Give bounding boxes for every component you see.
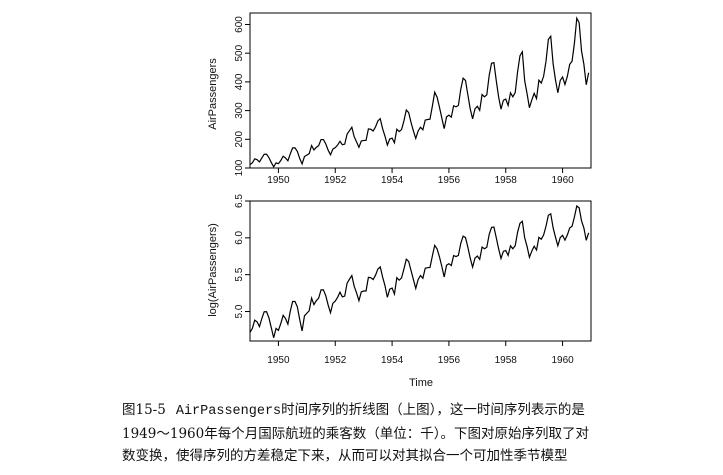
bottom-y-tick-label: 6.0 [234, 230, 245, 244]
caption-line-3: 数变换，使得序列的方差稳定下来，从而可以对其拟合一个可加性季节模型 [122, 448, 568, 464]
bottom-x-axis-label: Time [409, 377, 433, 389]
top-plot-frame [249, 12, 592, 169]
bottom-x-ticks: 1950 1952 1954 1956 1958 1960 [267, 341, 574, 366]
bottom-y-axis-label: log(AirPassengers) [207, 223, 219, 317]
top-y-tick-label: 600 [234, 16, 245, 33]
bottom-y-tick-label: 5.5 [234, 267, 245, 281]
caption-text-1: 时间序列的折线图（上图），这一时间序列表示的是 [281, 402, 585, 418]
caption-code-term: AirPassengers [175, 404, 282, 419]
top-x-tick-label: 1958 [495, 175, 518, 186]
bottom-series-line [249, 204, 590, 338]
top-x-tick-label: 1952 [324, 175, 347, 186]
top-x-ticks: 1950 1952 1954 1956 1958 1960 [267, 168, 574, 186]
caption-line-1: 图15-5 AirPassengers时间序列的折线图（上图），这一时间序列表示的… [122, 399, 697, 423]
top-panel: 1950 1952 1954 1956 1958 1960 100 200 300 400 500… [207, 12, 592, 186]
caption-line-2: 1949～1960年每个月国际航班的乘客数（单位：千）。下图对原始序列取了对 [122, 426, 589, 442]
top-x-tick-label: 1954 [381, 175, 404, 186]
bottom-x-tick-label: 1952 [324, 355, 347, 366]
bottom-y-ticks: 5.0 5.5 6.0 6.5 [234, 194, 250, 318]
top-y-tick-label: 200 [234, 131, 245, 148]
top-y-ticks: 100 200 300 400 500 600 [234, 16, 250, 176]
top-x-tick-label: 1960 [551, 175, 574, 186]
top-y-axis-label: AirPassengers [207, 58, 219, 130]
top-y-tick-label: 300 [234, 102, 245, 119]
top-x-tick-label: 1956 [438, 175, 461, 186]
bottom-x-tick-label: 1958 [495, 355, 518, 366]
top-y-tick-label: 100 [234, 159, 245, 176]
top-y-tick-label: 400 [234, 73, 245, 90]
bottom-y-tick-label: 6.5 [234, 194, 245, 208]
figure-caption: 图15-5 AirPassengers时间序列的折线图（上图），这一时间序列表示的… [122, 399, 697, 467]
bottom-x-tick-label: 1954 [381, 355, 404, 366]
bottom-x-tick-label: 1950 [267, 355, 290, 366]
bottom-x-tick-label: 1956 [438, 355, 461, 366]
bottom-y-tick-label: 5.0 [234, 304, 245, 318]
caption-figure-number: 图15-5 [122, 402, 166, 418]
top-y-tick-label: 500 [234, 44, 245, 61]
figure-canvas: 1950 1952 1954 1956 1958 1960 100 200 300 400 500… [207, 12, 592, 389]
bottom-plot-frame [249, 200, 592, 342]
bottom-x-tick-label: 1960 [551, 355, 574, 366]
top-x-tick-label: 1950 [267, 175, 290, 186]
top-series-line [249, 16, 590, 169]
bottom-panel: 1950 1952 1954 1956 1958 1960 5.0 5.5 6.0 6.5 lo… [207, 194, 592, 389]
